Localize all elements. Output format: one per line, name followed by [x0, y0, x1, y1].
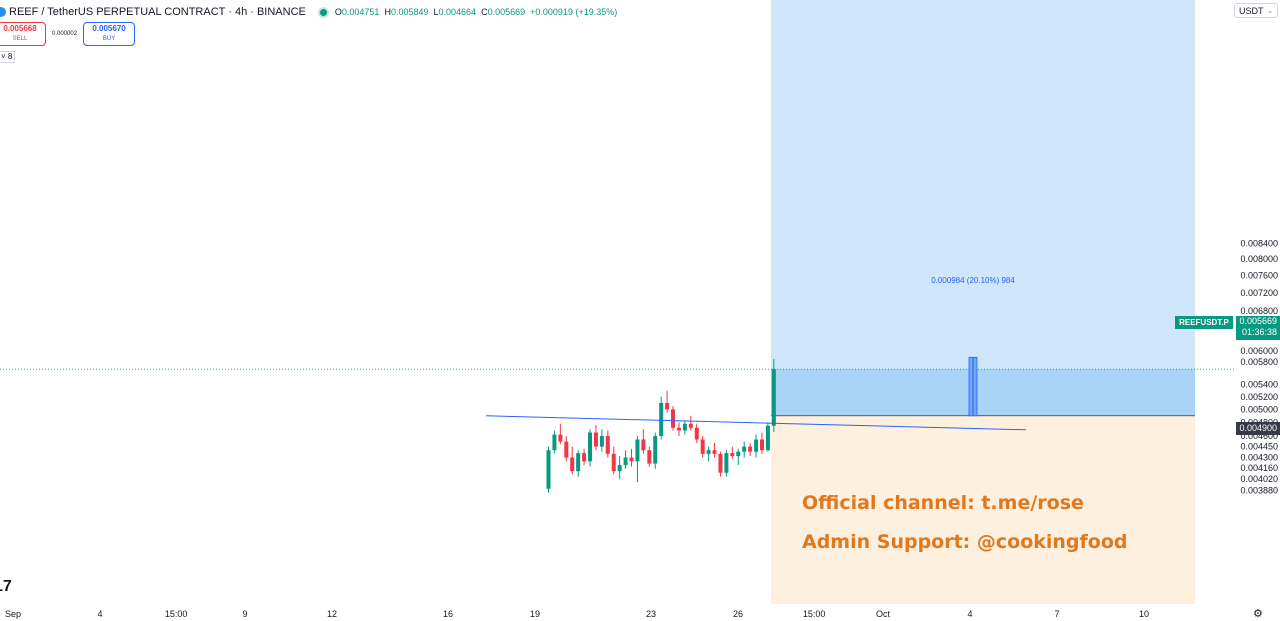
candle-body [546, 450, 551, 489]
price-axis-label: 0.006800 [1240, 306, 1278, 316]
target-zone [771, 0, 1195, 416]
candle-body [736, 451, 741, 457]
candle-body [676, 427, 681, 431]
candle-body [576, 453, 581, 472]
candle-body [688, 423, 693, 428]
price-axis-label: 0.006000 [1240, 346, 1278, 356]
ohlc-values: O0.004751 H0.005849 L0.004664 C0.005669 … [334, 7, 618, 17]
price-axis-label: 0.007200 [1240, 288, 1278, 298]
candle-body [552, 434, 557, 451]
symbol-header: REEF / TetherUS PERPETUAL CONTRACT · 4h … [0, 4, 617, 20]
candle-body [653, 435, 658, 464]
symbol-price-tag: REEFUSDT.P [1175, 316, 1233, 329]
candle-body [765, 425, 770, 451]
time-axis-label: 23 [646, 609, 656, 619]
candle-body [593, 432, 598, 447]
channel-note: Official channel: t.me/rose [802, 492, 1084, 514]
time-axis-label: 10 [1139, 609, 1149, 619]
candle-body [754, 439, 759, 452]
candle-body [647, 450, 652, 464]
candle-body [617, 465, 622, 472]
candle-body [659, 403, 664, 436]
buy-button[interactable]: 0.005670 BUY [83, 22, 136, 46]
bar-countdown: 01:36:38 [1241, 327, 1277, 337]
time-axis-label: 15:00 [803, 609, 826, 619]
candle-body [599, 435, 604, 447]
support-note: Admin Support: @cookingfood [802, 531, 1128, 553]
candle-body [629, 457, 634, 462]
candle-body [742, 446, 747, 452]
candle-body [641, 439, 646, 451]
candle-body [771, 369, 776, 426]
currency-select[interactable]: USDT ⌄ [1234, 3, 1278, 18]
price-axis-label: 0.008400 [1240, 239, 1278, 249]
candle-body [611, 453, 616, 472]
candle-body [570, 457, 575, 472]
time-axis-label: Oct [876, 609, 891, 619]
candle-body [724, 453, 729, 473]
price-axis-label: 0.004020 [1240, 474, 1278, 484]
candle-body [582, 453, 587, 462]
time-axis-label: 16 [443, 609, 453, 619]
candle-body [558, 434, 563, 442]
reef-logo-icon [0, 7, 6, 17]
price-axis-label: 0.005200 [1240, 392, 1278, 402]
gear-icon[interactable]: ⚙ [1253, 608, 1263, 620]
candle-body [635, 439, 640, 462]
stop-zone [771, 415, 1195, 604]
current-price-tag: 0.005669 01:36:38 [1236, 316, 1280, 340]
candle-body [718, 453, 723, 473]
indicators-toggle[interactable]: ˅ 8 [0, 51, 16, 63]
time-axis-label: 12 [327, 609, 337, 619]
time-axis-label: Sep [5, 609, 21, 619]
price-axis-label: 0.005000 [1240, 404, 1278, 414]
time-axis-label: 9 [242, 609, 247, 619]
price-axis-label: 0.004600 [1240, 431, 1278, 441]
candle-body [605, 435, 610, 454]
time-axis-label: 15:00 [165, 609, 188, 619]
price-axis-label: 0.004160 [1240, 463, 1278, 473]
candle-body [588, 432, 593, 462]
candle-body [665, 403, 670, 410]
spread-value: 0.000002 [52, 31, 78, 37]
candle-body [706, 450, 711, 454]
trade-buttons: 0.005668 SELL 0.000002 0.005670 BUY [0, 22, 136, 46]
time-axis-label: 4 [967, 609, 972, 619]
candle-body [623, 457, 628, 466]
tradingview-logo[interactable]: 17 [0, 578, 12, 595]
chevron-down-icon: ⌄ [1267, 8, 1273, 15]
price-axis-label: 0.005800 [1240, 357, 1278, 367]
symbol-title[interactable]: REEF / TetherUS PERPETUAL CONTRACT · 4h … [9, 6, 306, 18]
price-axis-label: 0.008000 [1240, 254, 1278, 264]
candle-body [712, 450, 717, 454]
time-axis-label: 4 [97, 609, 102, 619]
time-axis-label: 7 [1054, 609, 1059, 619]
time-axis-label: 19 [530, 609, 540, 619]
chevron-down-icon: ˅ [1, 52, 6, 61]
indicator-count: 8 [7, 52, 13, 61]
candle-body [671, 409, 676, 428]
measure-label: 0.000984 (20.10%) 984 [931, 276, 1015, 285]
current-price: 0.005669 [1239, 316, 1277, 326]
price-axis-label: 0.003880 [1240, 485, 1278, 495]
price-axis-label: 0.007600 [1240, 271, 1278, 281]
open-profit-zone [771, 369, 1195, 416]
price-axis-label: 0.004300 [1240, 453, 1278, 463]
price-axis-label: 0.004450 [1240, 442, 1278, 452]
time-axis-label: 26 [733, 609, 743, 619]
candle-body [759, 439, 764, 451]
candle-body [730, 453, 735, 457]
currency-value: USDT [1239, 6, 1264, 16]
trendline [485, 415, 1027, 431]
candle-body [564, 441, 569, 458]
candle-body [694, 427, 699, 440]
sell-button[interactable]: 0.005668 SELL [0, 22, 46, 46]
candle-body [682, 423, 687, 431]
market-open-icon [319, 8, 327, 16]
candle-body [748, 446, 753, 452]
price-axis-label: 0.005400 [1240, 380, 1278, 390]
entry-price-tag: 0.004900 [1236, 422, 1280, 435]
candle-body [700, 439, 705, 454]
